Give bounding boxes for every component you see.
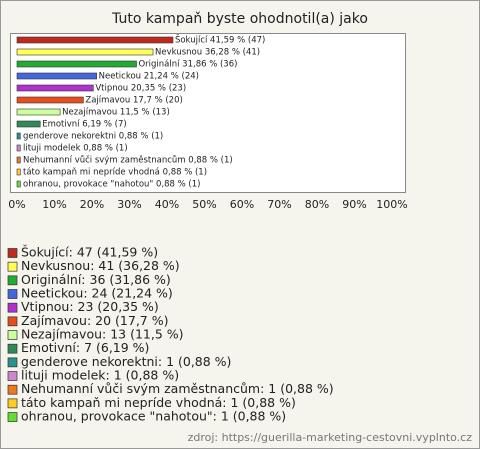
legend-swatch [7,302,18,313]
bar-label: Originální 31,86 % (36) [138,60,237,70]
legend-label: Nehumanní vůči svým zaměstnancům: 1 (0,8… [21,381,334,396]
bar-label: Šokující 41,59 % (47) [175,34,265,46]
legend-swatch [7,398,18,409]
bar [16,132,21,140]
legend-swatch [7,343,18,354]
legend-swatch [7,357,18,368]
bar [16,156,21,164]
legend-swatch [7,316,18,327]
x-tick-label: 100% [376,198,407,211]
bar-label: Neetickou 21,24 % (24) [99,72,199,82]
x-tick-label: 50% [192,198,216,211]
legend-label: táto kampaň mi nepríde vhodná: 1 (0,88 %… [21,395,296,410]
x-tick-label: 10% [42,198,66,211]
chart-title: Tuto kampaň byste ohodnotil(a) jako [111,11,368,27]
x-tick-label: 70% [267,198,291,211]
x-tick-label: 60% [230,198,254,211]
bar [16,168,21,176]
bar-label: ohranou, provokace "nahotou" 0,88 % (1) [23,180,200,190]
legend-label: Neetickou: 24 (21,24 %) [21,286,173,301]
legend-swatch [7,261,18,272]
bar-label: Nevkusnou 36,28 % (41) [155,48,260,58]
x-tick-label: 90% [342,198,366,211]
legend-swatch [7,384,18,395]
bar [16,48,154,56]
bar [16,36,174,44]
bar [16,144,21,152]
x-tick-label: 40% [155,198,179,211]
x-tick-label: 0% [8,198,25,211]
legend-swatch [7,330,18,340]
legend-swatch [7,248,18,258]
legend-label: Nevkusnou: 41 (36,28 %) [21,258,180,273]
bar [16,180,21,188]
plot-area [10,33,406,193]
bar [16,120,41,128]
legend-swatch [7,289,18,299]
source: zdroj: https://guerilla-marketing-cestov… [188,431,473,444]
legend-label: ohranou, provokace "nahotou": 1 (0,88 %) [21,409,286,424]
bar [16,60,137,68]
legend-label: genderove nekorektni: 1 (0,88 %) [21,354,231,369]
bar-label: Nehumanní vůči svým zaměstnancům 0,88 % … [23,155,233,166]
bar [16,84,94,92]
bar-label: genderove nekorektni 0,88 % (1) [23,132,163,142]
legend-swatch [7,412,18,422]
legend-label: Emotivní: 7 (6,19 %) [21,340,149,355]
legend-label: lituji modelek: 1 (0,88 %) [21,368,179,383]
legend-swatch [7,371,18,381]
bar-label: Emotivní 6,19 % (7) [42,120,126,130]
legend-swatch [7,275,18,286]
bar-label: lituji modelek 0,88 % (1) [23,144,128,154]
bar [16,72,97,80]
x-tick-label: 30% [117,198,141,211]
x-tick-label: 20% [80,198,104,211]
legend-label: Šokující: 47 (41,59 %) [21,245,158,260]
bar-label: Zajímavou 17,7 % (20) [85,96,182,106]
legend-label: Zajímavou: 20 (17,7 %) [21,313,168,328]
bar-label: Nezajímavou 11,5 % (13) [62,108,170,118]
bar-label: Vtipnou 20,35 % (23) [95,84,186,94]
bar-label: táto kampaň mi nepríde vhodná 0,88 % (1) [23,167,207,178]
legend-label: Vtipnou: 23 (20,35 %) [21,299,159,314]
bar [16,96,84,104]
x-tick-label: 80% [305,198,329,211]
legend-label: Nezajímavou: 13 (11,5 %) [21,327,184,342]
legend-label: Originální: 36 (31,86 %) [21,272,171,287]
bar [16,108,61,116]
